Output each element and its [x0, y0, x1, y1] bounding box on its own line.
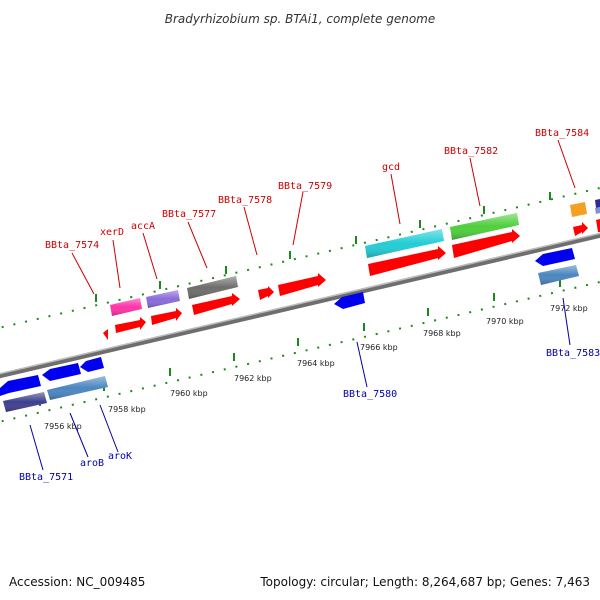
scale-label: 7964 kbp [297, 359, 335, 368]
gene-arrow-reverse[interactable] [42, 363, 81, 381]
scale-label: 7956 kbp [44, 422, 82, 431]
gene-label[interactable]: BBta_7578 [218, 195, 272, 206]
map-title: Bradyrhizobium sp. BTAi1, complete genom… [165, 12, 435, 26]
gene-arrow-forward[interactable] [192, 293, 240, 315]
gene-label[interactable]: BBta_7582 [444, 146, 498, 157]
gene-arrow-forward[interactable] [573, 222, 588, 236]
gene-block[interactable] [570, 202, 587, 217]
feature-shading [3, 213, 579, 412]
gene-block[interactable] [595, 199, 600, 208]
gene-arrow-forward[interactable] [151, 308, 182, 325]
gene-label[interactable]: aroB [80, 458, 104, 469]
scale-label: 7968 kbp [423, 329, 461, 338]
backbone [0, 232, 600, 379]
upper-tick-row [0, 187, 600, 329]
scale-label: 7966 kbp [360, 343, 398, 352]
gene-arrow-forward[interactable] [368, 246, 446, 276]
gene-arrow-reverse[interactable] [535, 248, 575, 266]
gene-arrow-reverse[interactable] [334, 292, 365, 309]
genome-summary-text: Topology: circular; Length: 8,264,687 bp… [259, 575, 590, 589]
gene-arrow-forward[interactable] [278, 273, 326, 296]
gene-label[interactable]: xerD [100, 227, 124, 238]
gene-arrow-forward[interactable] [258, 286, 274, 300]
accession-text: Accession: NC_009485 [9, 575, 145, 589]
gene-label[interactable]: BBta_7577 [162, 209, 216, 220]
gene-arrow-forward[interactable] [452, 229, 520, 258]
gene-arrow-reverse[interactable] [0, 375, 41, 396]
upper-leader-lines [71, 139, 576, 295]
lower-tick-row [0, 281, 600, 423]
scale-labels: 7956 kbp 7958 kbp 7960 kbp 7962 kbp 7964… [44, 304, 588, 431]
upper-gene-labels: BBta_7574 xerD accA BBta_7577 BBta_7578 … [45, 128, 589, 251]
gene-block[interactable] [595, 207, 600, 214]
scale-label: 7972 kbp [550, 304, 588, 313]
scale-label: 7958 kbp [108, 405, 146, 414]
scale-label: 7960 kbp [170, 389, 208, 398]
lower-gene-labels: BBta_7571 aroB aroK BBta_7580 BBta_7583 [19, 348, 600, 483]
gene-label[interactable]: BBta_7584 [535, 128, 589, 139]
gene-label[interactable]: accA [131, 221, 155, 232]
gene-label[interactable]: BBta_7583 [546, 348, 600, 359]
gene-arrow-reverse[interactable] [80, 357, 104, 372]
gene-label[interactable]: BBta_7580 [343, 389, 397, 400]
gene-arrow-forward[interactable] [103, 329, 108, 340]
gene-arrow-forward[interactable] [596, 219, 600, 232]
gene-arrow-forward[interactable] [115, 317, 146, 333]
gene-label[interactable]: gcd [382, 162, 400, 173]
gene-label[interactable]: BBta_7579 [278, 181, 332, 192]
scale-label: 7970 kbp [486, 317, 524, 326]
gene-label[interactable]: aroK [108, 451, 132, 462]
gene-label[interactable]: BBta_7571 [19, 472, 73, 483]
reverse-cds-features [0, 248, 575, 396]
lower-leader-lines [29, 297, 571, 471]
forward-cds-features [103, 219, 600, 340]
scale-label: 7962 kbp [234, 374, 272, 383]
gene-label[interactable]: BBta_7574 [45, 240, 99, 251]
